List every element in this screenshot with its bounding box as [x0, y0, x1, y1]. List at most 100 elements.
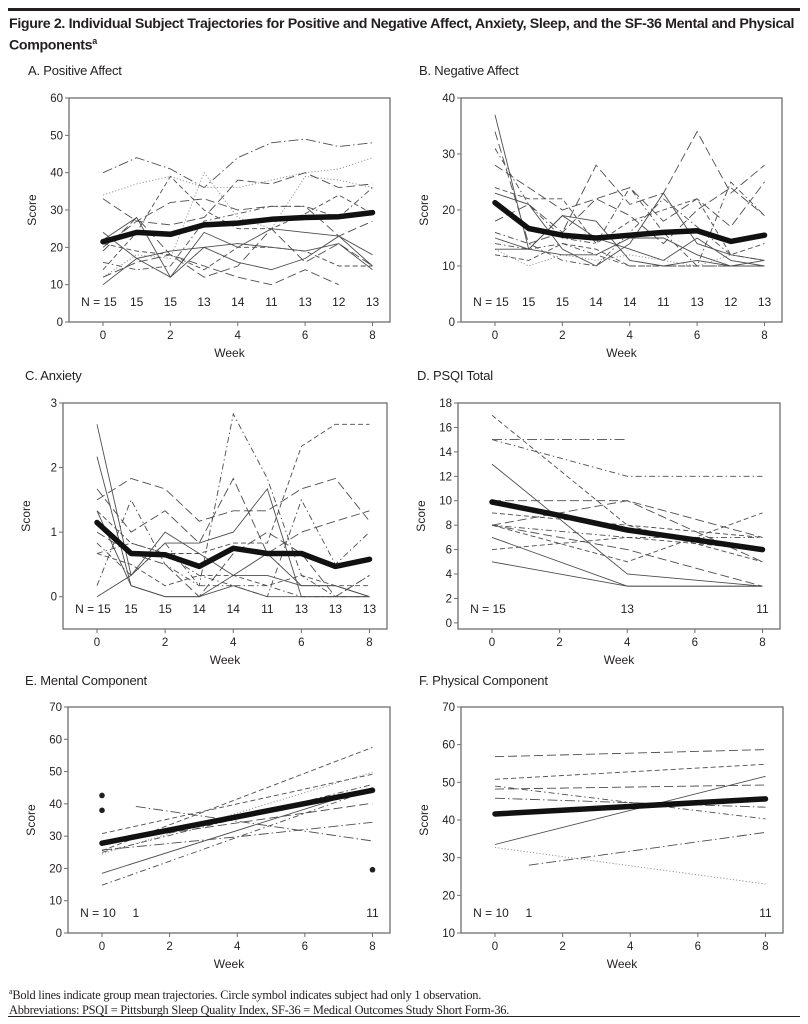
individual-trajectory — [96, 423, 370, 554]
x-tick-label: 6 — [695, 941, 701, 953]
y-tick-label: 1 — [51, 527, 57, 539]
y-tick-label: 18 — [439, 398, 452, 410]
x-tick-label: 0 — [492, 941, 498, 953]
individual-trajectory — [102, 138, 373, 189]
y-tick-label: 0 — [57, 317, 63, 329]
x-tick-label: 2 — [559, 941, 565, 953]
individual-trajectory — [135, 805, 373, 842]
individual-trajectory — [96, 542, 370, 598]
x-tick-label: 6 — [298, 637, 304, 649]
individual-trajectory — [96, 531, 370, 598]
sample-size-label: 13 — [329, 602, 343, 616]
individual-trajectory — [102, 187, 373, 271]
individual-trajectory — [494, 130, 765, 245]
x-tick-label: 8 — [759, 637, 765, 649]
y-tick-label: 10 — [442, 928, 455, 940]
sample-size-label: 13 — [298, 295, 312, 309]
individual-trajectory — [102, 228, 373, 278]
x-tick-label: 0 — [99, 941, 105, 953]
sample-size-label: 11 — [759, 906, 772, 920]
x-tick-label: 8 — [366, 637, 372, 649]
individual-trajectory — [491, 524, 763, 587]
x-tick-label: 0 — [100, 330, 106, 342]
y-tick-label: 40 — [442, 815, 455, 827]
y-tick-label: 20 — [442, 205, 455, 217]
individual-trajectory — [494, 243, 765, 267]
single-observation-point — [369, 866, 376, 873]
figure-title-text: Figure 2. Individual Subject Trajectorie… — [9, 16, 795, 54]
sample-size-label: 14 — [623, 295, 637, 309]
sample-size-label: 13 — [758, 295, 772, 309]
individual-trajectory — [494, 215, 765, 267]
panel-title-a: A. Positive Affect — [28, 63, 122, 78]
x-tick-label: 6 — [302, 330, 308, 342]
y-axis-label: Score — [19, 500, 33, 532]
y-tick-label: 10 — [439, 496, 452, 508]
panel-title-c: C. Anxiety — [25, 368, 82, 383]
top-rule — [8, 8, 800, 11]
sample-size-label: 1 — [525, 906, 532, 920]
sample-size-label: 11 — [261, 602, 274, 616]
individual-trajectory — [101, 787, 373, 874]
x-axis-label: Week — [607, 957, 638, 971]
plot-frame — [67, 706, 391, 934]
x-tick-label: 8 — [369, 941, 375, 953]
y-tick-label: 3 — [51, 398, 57, 410]
individual-trajectory — [101, 771, 373, 855]
figure-title: Figure 2. Individual Subject Trajectorie… — [9, 16, 799, 55]
y-tick-label: 0 — [446, 618, 452, 630]
y-tick-label: 40 — [49, 799, 62, 811]
sample-size-label: 15 — [164, 295, 178, 309]
individual-trajectory — [102, 235, 373, 286]
y-tick-label: 70 — [442, 702, 455, 714]
sample-size-label: N = 15 — [473, 295, 509, 309]
x-axis-label: Week — [606, 346, 637, 360]
plot-frame — [457, 402, 781, 630]
x-axis-label: Week — [214, 957, 245, 971]
footnote-line-2: Abbreviations: PSQI = Pittsburgh Sleep Q… — [9, 1003, 510, 1018]
individual-trajectory — [494, 784, 766, 790]
single-observation-point — [99, 792, 105, 799]
group-mean-line — [94, 519, 373, 570]
x-tick-label: 8 — [762, 941, 768, 953]
group-mean-line — [492, 199, 768, 245]
y-axis-label: Score — [417, 194, 431, 226]
sample-size-label: 14 — [193, 602, 207, 616]
individual-trajectory — [491, 439, 763, 477]
sample-size-label: 11 — [366, 906, 379, 920]
x-tick-label: 2 — [556, 637, 562, 649]
y-tick-label: 40 — [442, 93, 455, 105]
y-tick-label: 0 — [56, 928, 62, 940]
panel-d: 0 2 4 6 8 10 12 14 16 18 0 2 4 6 8 Week Score N = 15 13 11 — [414, 398, 781, 667]
y-tick-label: 10 — [442, 261, 455, 273]
individual-trajectory — [491, 561, 763, 587]
panel-b: 0 10 20 30 40 0 2 4 6 8 Week Score N = 15 15 15 14 14 11 1… — [417, 93, 783, 360]
y-axis-label: Score — [414, 500, 428, 532]
x-tick-label: 4 — [624, 637, 631, 649]
panel-title-e: E. Mental Component — [25, 673, 147, 688]
individual-trajectory — [491, 414, 763, 563]
sample-size-label: 12 — [724, 295, 738, 309]
individual-trajectory — [102, 157, 373, 196]
x-axis-label: Week — [214, 346, 245, 360]
y-tick-label: 50 — [442, 777, 455, 789]
group-mean-line — [489, 499, 766, 553]
y-tick-label: 10 — [50, 280, 63, 292]
individual-trajectory — [494, 763, 766, 780]
group-mean-line — [99, 787, 376, 846]
x-tick-label: 6 — [302, 941, 308, 953]
x-tick-label: 4 — [627, 941, 634, 953]
sample-size-label: N = 10 — [80, 906, 116, 920]
y-tick-label: 2 — [446, 593, 452, 605]
individual-trajectory — [494, 187, 765, 245]
x-tick-label: 0 — [492, 330, 498, 342]
panel-c: 0 1 2 3 0 2 4 6 8 Week Score N = 15 15 15 14 14 11 13 13 13 — [19, 398, 388, 667]
individual-trajectory — [102, 175, 373, 271]
individual-trajectory — [491, 524, 763, 538]
x-tick-label: 8 — [369, 330, 375, 342]
individual-trajectory — [494, 192, 765, 267]
individual-trajectory — [101, 773, 373, 835]
individual-trajectory — [494, 785, 766, 820]
footnote-text-1: Bold lines indicate group mean trajector… — [12, 988, 482, 1003]
